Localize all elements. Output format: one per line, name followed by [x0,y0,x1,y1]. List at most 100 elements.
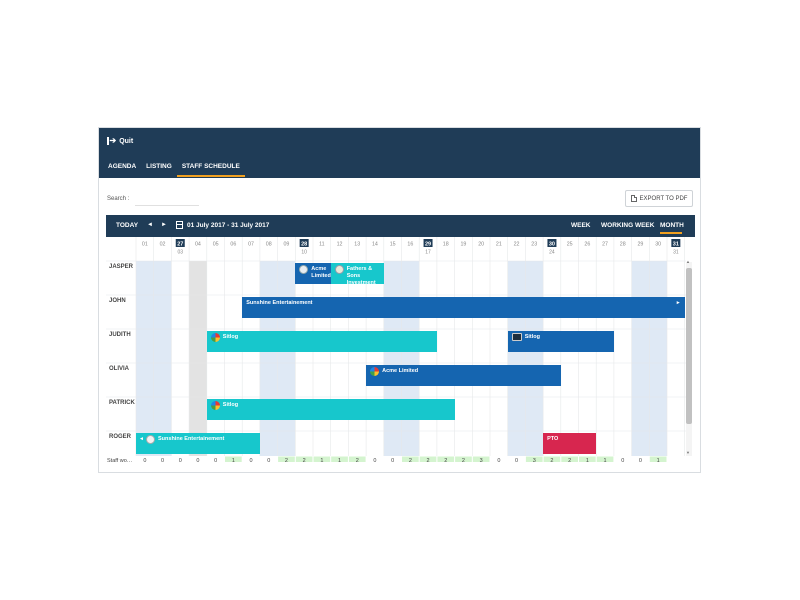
tab-staff-schedule[interactable]: STAFF SCHEDULE [176,162,245,177]
day-label: 07 [248,241,254,247]
week-number-label: 30 [549,241,555,247]
weekend-column [136,261,154,456]
event-label: Sitlog [524,334,540,340]
event-label: PTO [547,436,559,442]
workload-value: 0 [161,458,164,462]
workload-value: 2 [356,458,359,462]
company-logo-icon [210,401,220,410]
day-label: 27 [602,241,608,247]
resource-name: OLIVIA [109,366,130,372]
quit-button[interactable]: ➔ Quit [107,137,133,145]
weekend-column [277,261,296,456]
schedule-event[interactable]: Acme Limited [366,365,561,386]
workload-cell [525,456,543,462]
company-logo-icon [334,265,344,274]
exit-icon: ➔ [107,137,116,145]
next-period-button[interactable]: ► [161,222,167,228]
schedule-toolbar: TODAY ◄ ► 01 July 2017 - 31 July 2017 WE… [106,215,695,237]
weekend-column [525,261,544,456]
tab-agenda[interactable]: AGENDA [108,163,137,170]
resource-name: JOHN [109,298,126,304]
workload-value: 2 [409,458,412,462]
workload-value: 0 [179,458,182,462]
view-month-button[interactable]: MONTH [660,222,684,229]
weekend-column [153,261,172,456]
company-logo-icon [210,333,220,342]
day-label: 15 [390,241,396,247]
workload-cell [313,456,331,462]
workload-value: 0 [391,458,394,462]
week-number-badge [423,239,433,247]
day-label: 09 [283,241,289,247]
day-label: 05 [213,241,219,247]
week-number-label: 29 [425,241,431,247]
day-label: 11 [319,241,325,247]
weekend-column [649,261,667,456]
schedule-event[interactable]: ◄ Sunshine Entertainement [136,433,260,454]
calendar-icon[interactable] [176,221,183,229]
workload-cell [472,456,490,462]
day-label: 14 [372,241,378,247]
workload-cell [561,456,578,462]
workload-value: 2 [285,458,288,462]
workload-value: 1 [232,458,235,462]
export-pdf-button[interactable]: EXPORT TO PDF [625,190,693,207]
schedule-grid: 01 02 27 03 04 05 06 07 08 09 28 10 11 12 13 14 15 16 29 17… [106,237,695,462]
resource-names: JASPER JOHN JUDITH OLIVIA PATRICK ROGER [106,237,136,462]
resource-name: JUDITH [109,332,131,338]
search-input[interactable] [135,193,199,206]
workload-value: 3 [480,458,483,462]
workload-value: 0 [639,458,642,462]
company-logo-icon [146,435,155,444]
app-window: ➔ Quit AGENDA LISTING STAFF SCHEDULE Sea… [98,127,701,473]
top-bar: ➔ Quit AGENDA LISTING STAFF SCHEDULE [99,128,700,178]
day-label: 19 [460,241,466,247]
schedule-event[interactable]: PTO [543,433,597,454]
day-label: 02 [160,241,166,247]
workload-cell [649,456,667,462]
schedule-event[interactable]: Sunshine Entertainement ► [242,297,685,318]
day-label: 18 [443,241,449,247]
day-label: 16 [407,241,413,247]
today-button[interactable]: TODAY [116,222,139,229]
schedule-event[interactable]: Sitlog [206,399,455,420]
resource-name: PATRICK [109,400,135,406]
today-column [189,261,207,456]
prev-period-button[interactable]: ◄ [147,222,153,228]
date-range-label[interactable]: 01 July 2017 - 31 July 2017 [187,222,270,229]
day-label: 22 [514,241,520,247]
workload-value: 2 [303,458,306,462]
scrollbar-thumb[interactable] [686,268,692,424]
workload-value: 1 [338,458,341,462]
week-number-badge [175,239,185,247]
workload-value: 0 [497,458,500,462]
workload-value: 1 [604,458,607,462]
main-tabs: AGENDA LISTING STAFF SCHEDULE [103,162,245,177]
export-pdf-label: EXPORT TO PDF [639,195,688,202]
weekend-column [383,261,402,456]
workload-value: 1 [320,458,323,462]
workload-value: 0 [250,458,253,462]
event-label: Sunshine Entertainement [246,300,313,306]
workload-value: 2 [462,458,465,462]
tab-listing[interactable]: LISTING [146,163,172,170]
schedule-event[interactable]: Sitlog [507,331,614,352]
staff-workload-label: Staff wo… [107,458,133,464]
schedule-event[interactable]: Acme Limited [295,263,331,284]
day-label: 28 [620,241,626,247]
day-label: 23 [531,241,537,247]
week-number-label: 28 [301,241,307,247]
workload-value: 0 [515,458,518,462]
day-label: 21 [496,241,502,247]
workload-cell [437,456,455,462]
schedule-event[interactable]: Fathers & Sons Investment [330,263,384,286]
day-label: 30 [655,241,661,247]
view-working-week-button[interactable]: WORKING WEEK [601,222,655,229]
schedule-event[interactable]: Sitlog [206,331,437,352]
scroll-down-arrow-icon[interactable]: ▼ [686,450,690,455]
workload-cell [225,456,242,462]
scroll-up-arrow-icon[interactable]: ▲ [686,259,690,264]
weekend-column [259,261,278,456]
view-week-button[interactable]: WEEK [571,222,591,229]
workload-value: 2 [550,458,553,462]
